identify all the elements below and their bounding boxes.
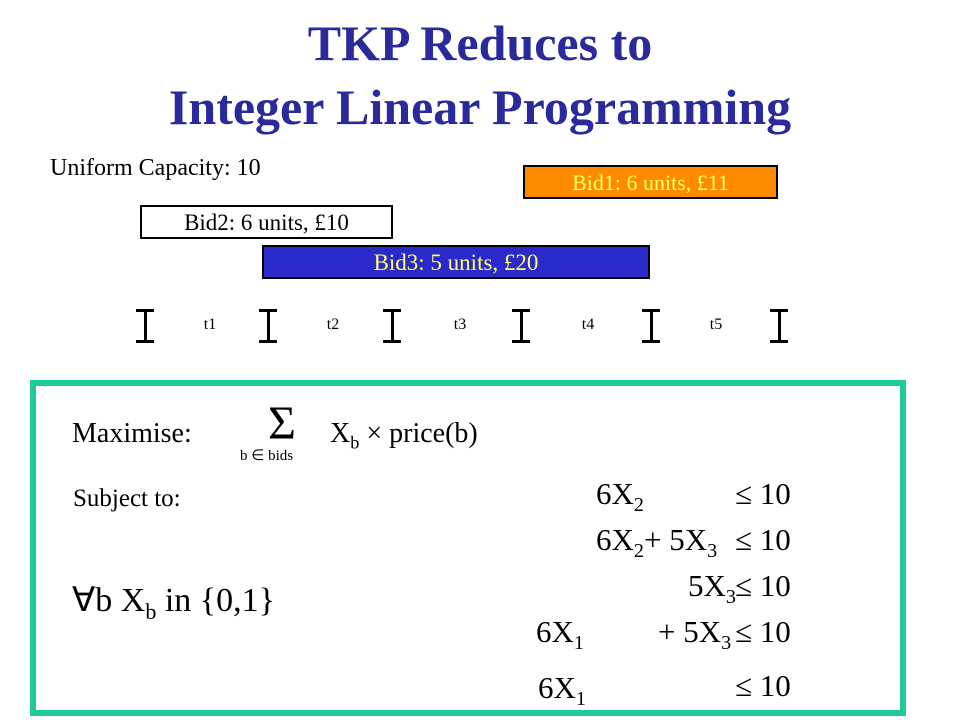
timeline-tick	[383, 309, 401, 343]
constraint-1-rhs: ≤ 10	[735, 476, 791, 511]
constraint-5: 6X1	[538, 670, 586, 711]
timeline-tick	[259, 309, 277, 343]
constraint-2: 6X2+ 5X3	[596, 522, 718, 563]
maximise-label: Maximise:	[72, 418, 192, 449]
bid1-box: Bid1: 6 units, £11	[523, 165, 778, 199]
timeline-tick	[136, 309, 154, 343]
timeline-tick	[512, 309, 530, 343]
constraint-5-rhs: ≤ 10	[735, 668, 791, 703]
timeline-label-t2: t2	[326, 316, 340, 333]
title-line-2: Integer Linear Programming	[168, 79, 792, 135]
timeline-tick	[642, 309, 660, 343]
capacity-label: Uniform Capacity: 10	[50, 155, 261, 181]
title-line-1: TKP Reduces to	[307, 15, 653, 71]
timeline-label-t1: t1	[203, 316, 217, 333]
constraint-3-rhs: ≤ 10	[735, 568, 791, 603]
ilp-formulation-panel	[30, 380, 906, 716]
timeline-label-t4: t4	[581, 316, 595, 333]
bid2-box: Bid2: 6 units, £10	[140, 205, 393, 239]
constraint-3: 5X3	[688, 568, 736, 609]
bid3-box: Bid3: 5 units, £20	[262, 245, 650, 279]
binary-domain: ∀b Xb in {0,1}	[72, 582, 275, 624]
subject-to-label: Subject to:	[73, 485, 181, 512]
objective-expression: Xb × price(b)	[330, 418, 478, 453]
sum-index: b ∈ bids	[240, 448, 294, 464]
constraint-1: 6X2	[596, 476, 644, 517]
sum-symbol: Σ	[268, 397, 296, 450]
constraint-2-rhs: ≤ 10	[735, 522, 791, 557]
timeline-label-t3: t3	[453, 316, 467, 333]
timeline-label-t5: t5	[709, 316, 723, 333]
constraint-4-left: 6X1	[536, 614, 584, 655]
timeline-tick	[770, 309, 788, 343]
constraint-4-right: + 5X3	[658, 614, 732, 655]
constraint-4-rhs: ≤ 10	[735, 614, 791, 649]
